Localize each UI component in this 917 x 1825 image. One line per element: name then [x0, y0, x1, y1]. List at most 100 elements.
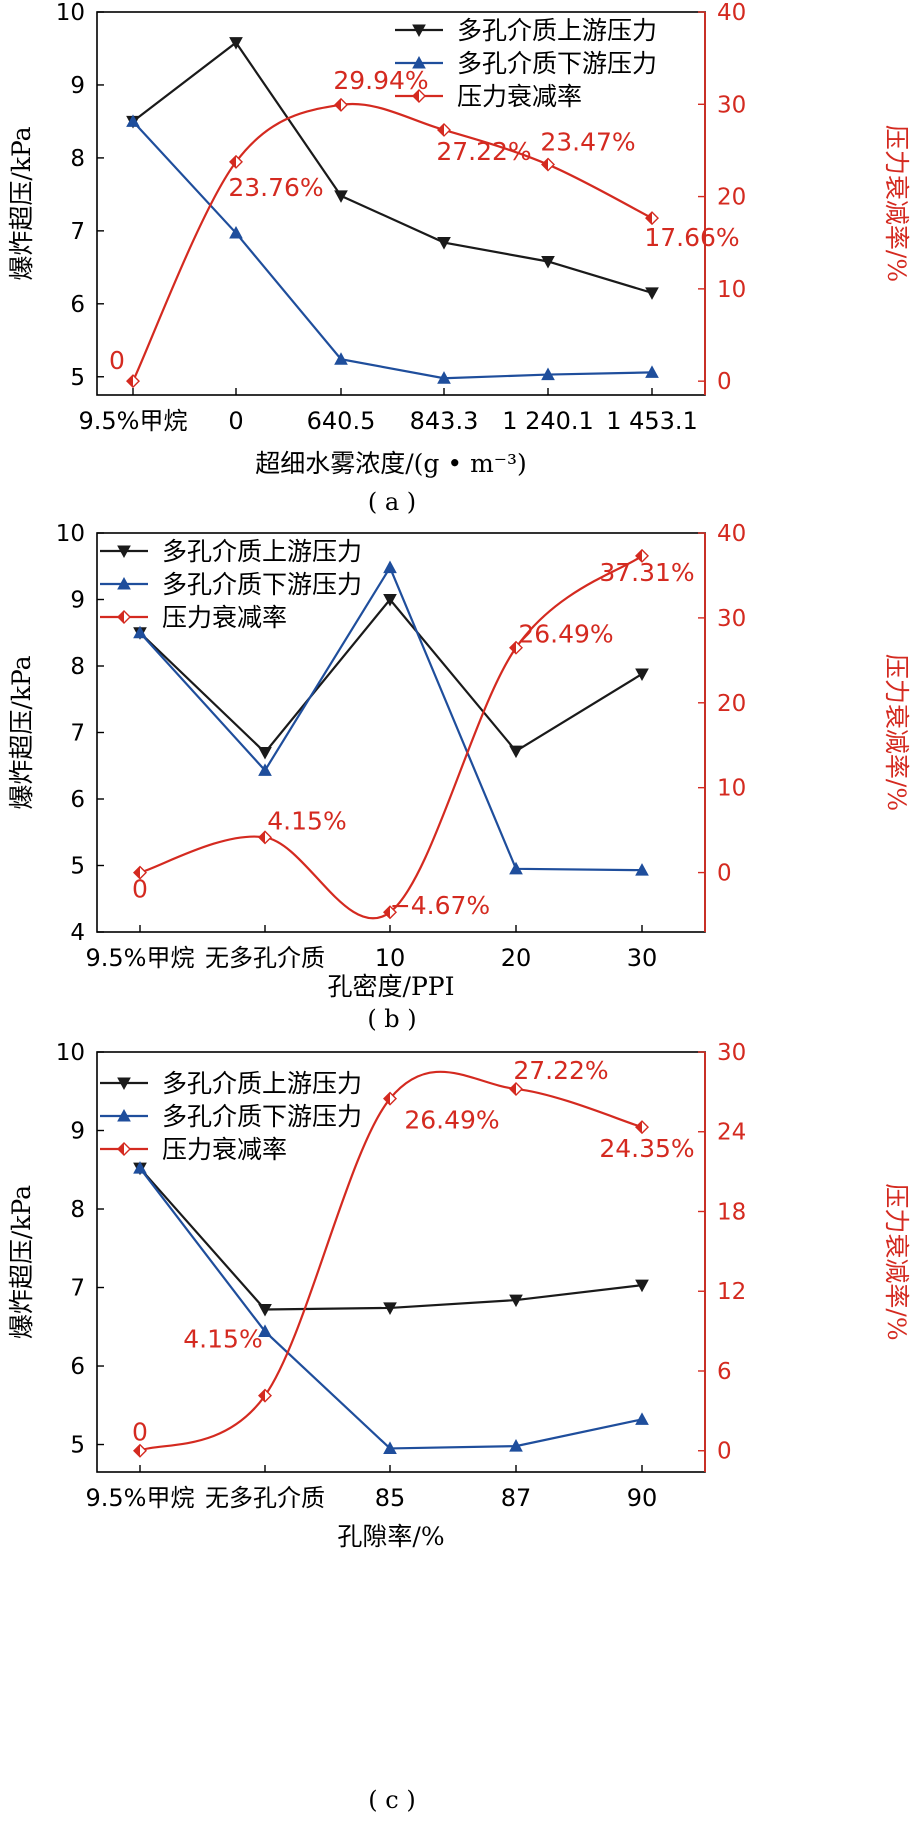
data-label: −4.67%	[390, 891, 490, 920]
data-point	[383, 905, 397, 920]
x-tick-label: 1 453.1	[606, 407, 698, 435]
x-tick-label: 无多孔介质	[205, 1484, 325, 1512]
left-tick-label: 7	[70, 1276, 85, 1302]
right-tick-label: 40	[717, 0, 746, 26]
y-axis-title-right: 压力衰减率/%	[882, 654, 911, 811]
left-tick-label: 5	[70, 1433, 85, 1459]
right-tick-label: 10	[717, 776, 746, 802]
legend-marker	[117, 1077, 131, 1091]
data-label: 4.15%	[183, 1325, 262, 1354]
data-point	[635, 863, 649, 876]
x-axis-title: 超细水雾浓度/(g • m⁻³)	[255, 449, 527, 478]
x-tick-label: 9.5%甲烷	[79, 407, 188, 435]
data-point	[383, 1091, 397, 1106]
series-2	[126, 97, 659, 389]
data-point-half	[335, 98, 341, 111]
data-point-half	[134, 1444, 140, 1457]
x-tick-label: 9.5%甲烷	[86, 944, 195, 972]
x-tick-label: 30	[627, 944, 658, 972]
left-tick-label: 7	[70, 219, 85, 245]
data-point	[635, 1412, 649, 1425]
data-point-half	[542, 158, 548, 171]
x-tick-label: 20	[501, 944, 532, 972]
series-line	[139, 1070, 643, 1452]
data-point	[383, 1302, 397, 1315]
data-point	[437, 371, 451, 384]
right-tick-label: 30	[717, 92, 746, 118]
legend-label: 压力衰减率	[162, 603, 287, 632]
right-tick-label: 10	[717, 277, 746, 303]
x-tick-label: 90	[627, 1484, 658, 1512]
right-tick-label: 0	[717, 861, 732, 887]
chart-panel-0: 5 6 7 8 9 10 0 10 20 30 40 9.5%甲烷 0 640.5 843.3 1 240.1…	[7, 0, 911, 516]
data-point-half	[259, 831, 265, 844]
data-point	[437, 237, 451, 250]
legend-label: 多孔介质下游压力	[162, 570, 362, 599]
data-point	[509, 640, 523, 655]
legend-marker	[117, 1142, 131, 1156]
data-point	[229, 226, 243, 239]
right-tick-label: 0	[717, 1439, 732, 1465]
left-tick-label: 4	[70, 920, 85, 946]
panel-caption: ( b )	[367, 1005, 416, 1033]
data-point	[635, 1279, 649, 1293]
data-point	[133, 625, 147, 639]
x-tick-label: 9.5%甲烷	[86, 1484, 195, 1512]
series-1	[126, 114, 659, 384]
data-label: 4.15%	[267, 806, 346, 835]
data-point	[258, 1324, 272, 1337]
legend-marker-half	[118, 1143, 124, 1155]
left-tick-label: 9	[70, 1119, 85, 1145]
data-point	[635, 668, 649, 682]
left-tick-label: 10	[56, 521, 85, 547]
data-point-half	[230, 155, 236, 168]
panel-caption: ( c )	[368, 1786, 415, 1814]
data-point	[541, 367, 555, 381]
data-point	[126, 114, 140, 127]
chart-panel-2: 5 6 7 8 9 10 0 6 12 18 24 30 9.5%甲烷 无多孔介质 85 87 90 爆炸超压/k…	[7, 1040, 911, 1814]
data-point	[258, 746, 272, 760]
data-label: 0	[109, 346, 125, 375]
y-axis-title: 爆炸超压/kPa	[7, 126, 36, 280]
data-point-half	[510, 641, 516, 654]
legend-label: 多孔介质上游压力	[457, 16, 657, 45]
x-tick-label: 85	[375, 1484, 406, 1512]
data-point	[334, 352, 348, 365]
right-tick-label: 20	[717, 691, 746, 717]
legend-marker	[412, 55, 426, 69]
x-tick-label: 87	[501, 1484, 532, 1512]
y-axis-title: 爆炸超压/kPa	[7, 655, 36, 809]
legend-marker	[117, 576, 131, 590]
legend-marker	[117, 545, 131, 559]
left-tick-label: 5	[70, 854, 85, 880]
data-point-half	[438, 123, 444, 136]
data-point	[509, 861, 523, 875]
data-point	[635, 1120, 649, 1135]
data-point-half	[134, 866, 140, 879]
x-axis-title: 孔隙率/%	[337, 1522, 444, 1551]
data-point	[635, 548, 649, 563]
left-tick-label: 6	[70, 292, 85, 318]
series-line	[132, 41, 653, 294]
x-tick-label: 640.5	[307, 407, 376, 435]
legend-label: 多孔介质下游压力	[162, 1102, 362, 1131]
series-1	[133, 1161, 649, 1454]
data-point	[509, 745, 523, 759]
legend-marker-half	[413, 90, 419, 102]
data-point-half	[636, 549, 642, 562]
series-2	[133, 548, 649, 920]
data-point	[541, 157, 555, 172]
data-point-half	[510, 1082, 516, 1095]
data-point-half	[127, 375, 133, 388]
data-point	[133, 1443, 147, 1458]
left-tick-label: 7	[70, 721, 85, 747]
x-tick-label: 0	[228, 407, 243, 435]
legend-label: 多孔介质下游压力	[457, 49, 657, 78]
data-point-half	[384, 1092, 390, 1105]
data-point	[133, 1161, 147, 1174]
left-tick-label: 6	[70, 787, 85, 813]
data-point-half	[259, 1389, 265, 1402]
